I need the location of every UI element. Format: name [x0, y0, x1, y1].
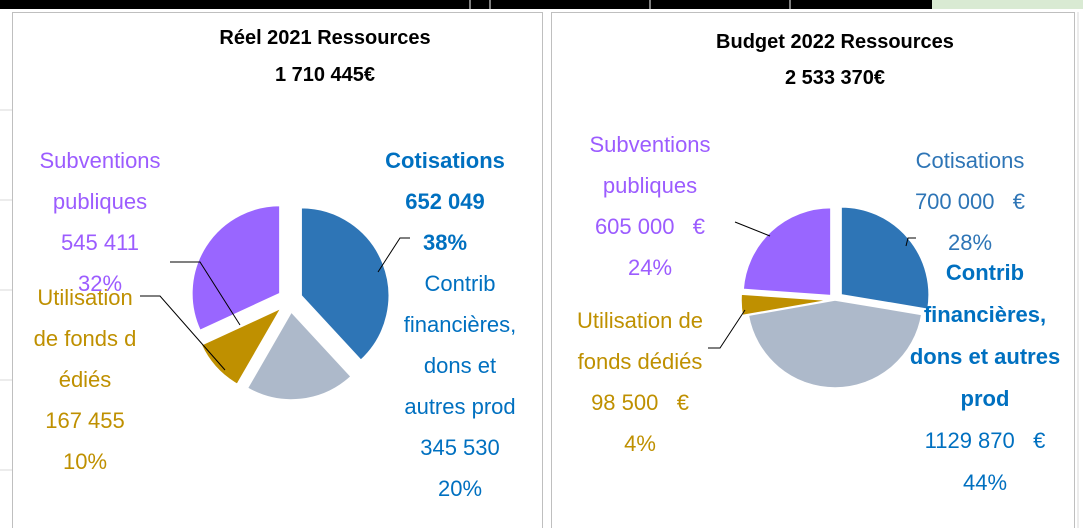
value-label: 652 049	[405, 189, 485, 214]
percent-label: 44%	[962, 470, 1008, 495]
category-label: Contrib financières, dons et autres prod	[909, 260, 1061, 411]
cell	[932, 0, 1083, 9]
slice-label: Contrib financières, dons et autres prod…	[370, 263, 550, 509]
percent-label: 10%	[62, 449, 108, 474]
chart-subtitle: 2 533 370€	[784, 67, 886, 89]
category-label: Subventions publiques	[39, 148, 161, 214]
pies	[191, 204, 930, 401]
chart-title: Réel 2021 Ressources	[219, 27, 431, 49]
slice-label: Utilisation de fonds dédiés 167 455 10%	[20, 277, 150, 482]
chart-title: Budget 2022 Ressources	[716, 31, 954, 53]
slice-label: Cotisations 700 000 € 28%	[885, 140, 1055, 263]
category-label: Utilisation de fonds dédiés	[577, 308, 703, 374]
slice-label: Utilisation de fonds dédiés 98 500 € 4%	[565, 300, 715, 464]
value-label: 545 411	[61, 230, 139, 255]
leader-line	[708, 309, 746, 349]
leader-line	[905, 237, 916, 247]
percent-label: 24%	[627, 255, 673, 280]
percent-label: 38%	[422, 230, 468, 255]
value-label: 1129 870 €	[924, 428, 1046, 453]
pie-slice	[742, 206, 832, 297]
slice-label: Contrib financières, dons et autres prod…	[895, 252, 1075, 504]
pie-slice	[246, 310, 353, 401]
percent-label: 28%	[947, 230, 993, 255]
value-label: 700 000 €	[914, 189, 1026, 214]
slice-label: Subventions publiques 605 000 € 24%	[565, 124, 735, 288]
value-label: 345 530	[420, 435, 500, 460]
slice-label: Cotisations 652 049 38%	[370, 140, 520, 263]
percent-label: 4%	[624, 431, 656, 456]
header-row	[0, 0, 1083, 9]
category-label: Cotisations	[915, 148, 1025, 173]
pie-slice	[191, 204, 281, 332]
category-label: Utilisation de fonds dédiés	[33, 285, 137, 392]
leader-line	[734, 221, 771, 237]
percent-label: 20%	[437, 476, 483, 501]
category-label: Contrib financières, dons et autres prod	[403, 271, 517, 419]
slice-label: Subventions publiques 545 411 32%	[15, 140, 185, 304]
value-label: 605 000 €	[594, 214, 706, 239]
chart-subtitle: 1 710 445€	[274, 64, 376, 86]
pie-slice	[740, 293, 830, 317]
leader-line	[140, 295, 226, 371]
category-label: Subventions publiques	[589, 132, 711, 198]
pie-slice	[747, 299, 923, 389]
percent-label: 32%	[77, 271, 123, 296]
category-label: Cotisations	[385, 148, 505, 173]
leader-line	[170, 261, 241, 326]
leader-line	[377, 237, 410, 273]
value-label: 167 455	[45, 408, 125, 433]
value-label: 98 500 €	[591, 390, 689, 415]
